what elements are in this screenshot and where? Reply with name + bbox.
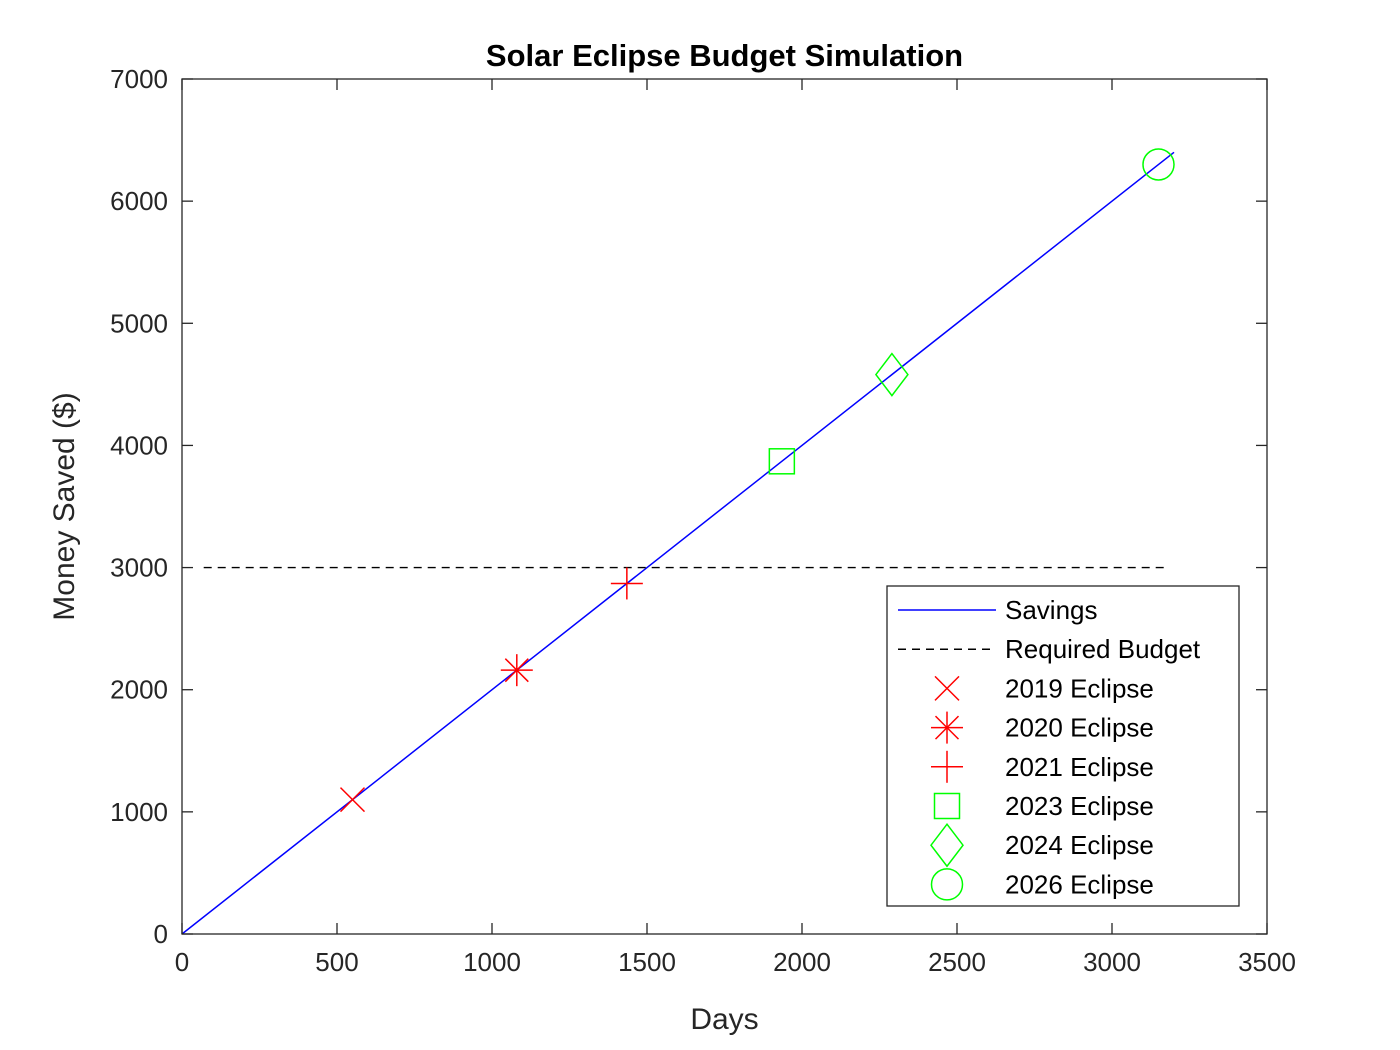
- chart-title: Solar Eclipse Budget Simulation: [486, 38, 963, 73]
- legend-marker-2023-eclipse: [933, 792, 961, 820]
- x-tick-label: 0: [175, 947, 189, 977]
- marker-2020-eclipse: [500, 654, 533, 687]
- x-tick-label: 1500: [618, 947, 676, 977]
- y-tick-label: 6000: [110, 186, 168, 216]
- x-tick-label: 2000: [773, 947, 831, 977]
- marker-2019-eclipse: [339, 787, 366, 813]
- x-axis-label: Days: [690, 1003, 758, 1036]
- x-tick-label: 3500: [1238, 947, 1296, 977]
- y-tick-label: 3000: [110, 553, 168, 583]
- series-savings: [181, 151, 1175, 935]
- marker-2023-eclipse: [768, 448, 796, 475]
- x-tick-label: 2500: [928, 947, 986, 977]
- axes-box: [181, 78, 1268, 935]
- marker-layer: [339, 148, 1175, 813]
- x-tick-label: 500: [315, 947, 358, 977]
- legend-box: [886, 585, 1240, 907]
- y-tick-label: 7000: [110, 64, 168, 94]
- legend-marker-2024-eclipse: [930, 822, 964, 868]
- legend-label-2026-eclipse: 2026 Eclipse: [1005, 869, 1154, 899]
- y-tick-label: 4000: [110, 430, 168, 460]
- x-tick-label: 1000: [463, 947, 521, 977]
- y-tick-label: 5000: [110, 308, 168, 338]
- marker-2021-eclipse: [610, 567, 643, 600]
- legend-label-savings: Savings: [1005, 595, 1098, 625]
- y-tick-label: 2000: [110, 675, 168, 705]
- legend-items: Savings Required Budget 2019 Eclipse 2020 E…: [898, 595, 1201, 901]
- legend-label-required-budget: Required Budget: [1005, 634, 1201, 664]
- legend-label-2023-eclipse: 2023 Eclipse: [1005, 791, 1154, 821]
- legend-label-2024-eclipse: 2024 Eclipse: [1005, 830, 1154, 860]
- y-tick-label: 1000: [110, 797, 168, 827]
- tick-layer: 0 500 1000 1500 2000 2500 3000 3500 0 1000 2000 300…: [110, 64, 1296, 977]
- legend-marker-2019-eclipse: [934, 675, 960, 701]
- legend-label-2019-eclipse: 2019 Eclipse: [1005, 673, 1154, 703]
- legend: Savings Required Budget 2019 Eclipse 2020 E…: [886, 585, 1240, 907]
- series-layer: [181, 151, 1175, 935]
- x-tick-label: 3000: [1083, 947, 1141, 977]
- y-axis-label: Money Saved ($): [48, 392, 81, 620]
- legend-label-2020-eclipse: 2020 Eclipse: [1005, 713, 1154, 743]
- marker-2026-eclipse: [1142, 148, 1175, 181]
- marker-2024-eclipse: [874, 352, 909, 397]
- legend-label-2021-eclipse: 2021 Eclipse: [1005, 752, 1154, 782]
- legend-marker-2020-eclipse: [931, 711, 963, 744]
- y-tick-label: 0: [154, 919, 168, 949]
- legend-marker-2021-eclipse: [931, 750, 963, 783]
- legend-marker-2026-eclipse: [930, 868, 964, 901]
